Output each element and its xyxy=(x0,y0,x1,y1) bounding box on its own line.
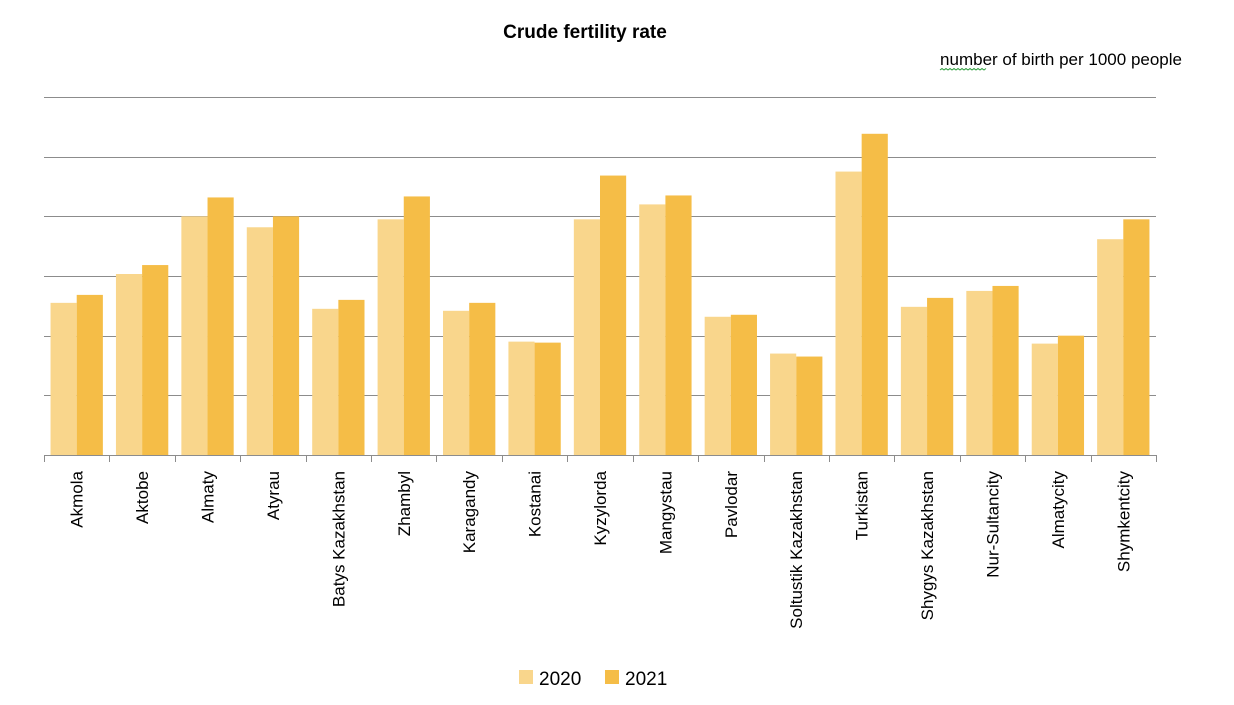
category-label-kyzylorda: Kyzylorda xyxy=(591,470,610,545)
bar-atyrau-2021 xyxy=(272,216,300,455)
bar-karagandy-2021 xyxy=(469,302,496,455)
bar-kyzylorda-2020 xyxy=(573,219,600,455)
category-label-kostanai: Kostanai xyxy=(526,471,545,537)
bar-almatycity-2021 xyxy=(1057,335,1085,455)
bar-kyzylorda-2021 xyxy=(600,175,627,455)
category-label-pavlodar: Pavlodar xyxy=(722,471,741,538)
category-label-batys-kazakhstan: Batys Kazakhstan xyxy=(329,471,348,607)
bar-nur-sultancity-2020 xyxy=(966,290,993,455)
bar-mangystau-2021 xyxy=(665,195,692,455)
category-labels: Akmola Aktobe Almaty Atyrau Batys Kazakhstan… xyxy=(68,470,1134,628)
bar-aktobe-2021 xyxy=(142,265,169,455)
bar-shygys-kazakhstan-2021 xyxy=(927,297,954,455)
category-label-soltustik-kazakhstan: Soltustik Kazakhstan xyxy=(787,471,806,629)
bar-batys-kazakhstan-2021 xyxy=(338,299,365,455)
category-label-almatycity: Almatycity xyxy=(1049,471,1068,549)
bar-almaty-2020 xyxy=(181,216,208,455)
bar-akmola-2020 xyxy=(50,302,77,455)
bar-mangystau-2020 xyxy=(639,204,666,455)
bar-shymkentcity-2020 xyxy=(1097,239,1124,455)
category-label-nur-sultancity: Nur-Sultancity xyxy=(983,471,1002,578)
category-label-akmola: Akmola xyxy=(68,470,87,527)
bar-shygys-kazakhstan-2020 xyxy=(900,306,928,455)
category-label-shymkentcity: Shymkentcity xyxy=(1114,471,1133,573)
category-label-shygys-kazakhstan: Shygys Kazakhstan xyxy=(918,471,937,620)
legend: 2020 2021 xyxy=(519,669,667,690)
legend-label-2021: 2021 xyxy=(625,669,667,690)
bar-soltustik-kazakhstan-2021 xyxy=(796,356,823,455)
bar-zhambyl-2020 xyxy=(377,219,404,455)
bar-batys-kazakhstan-2020 xyxy=(312,308,339,455)
bar-aktobe-2020 xyxy=(115,274,143,455)
bar-shymkentcity-2021 xyxy=(1123,219,1150,455)
chart-title: Crude fertility rate xyxy=(503,22,667,43)
legend-swatch-2021 xyxy=(605,670,619,684)
category-label-mangystau: Mangystau xyxy=(656,471,675,554)
bar-pavlodar-2021 xyxy=(730,314,757,455)
spellcheck-underline xyxy=(939,67,987,71)
legend-label-2020: 2020 xyxy=(539,669,581,690)
bars xyxy=(50,133,1150,456)
bar-kostanai-2021 xyxy=(534,342,561,455)
bar-karagandy-2020 xyxy=(443,310,470,455)
bar-nur-sultancity-2021 xyxy=(992,285,1019,455)
bar-soltustik-kazakhstan-2020 xyxy=(770,353,797,455)
category-label-turkistan: Turkistan xyxy=(853,471,872,540)
category-label-almaty: Almaty xyxy=(199,471,218,523)
bar-turkistan-2021 xyxy=(861,133,888,456)
legend-swatch-2020 xyxy=(519,670,533,684)
bar-kostanai-2020 xyxy=(508,341,535,455)
bar-turkistan-2020 xyxy=(835,171,862,455)
category-label-aktobe: Aktobe xyxy=(133,471,152,524)
bar-akmola-2021 xyxy=(76,294,103,455)
unit-label: number of birth per 1000 people xyxy=(940,50,1182,69)
category-label-atyrau: Atyrau xyxy=(264,471,283,520)
bar-zhambyl-2021 xyxy=(403,196,430,455)
bar-almaty-2021 xyxy=(207,197,234,455)
bar-atyrau-2020 xyxy=(246,227,273,455)
category-label-zhambyl: Zhambyl xyxy=(395,471,414,536)
bar-pavlodar-2020 xyxy=(704,316,731,455)
category-label-karagandy: Karagandy xyxy=(460,471,479,554)
x-axis xyxy=(44,455,1157,462)
bar-almatycity-2020 xyxy=(1031,343,1058,455)
